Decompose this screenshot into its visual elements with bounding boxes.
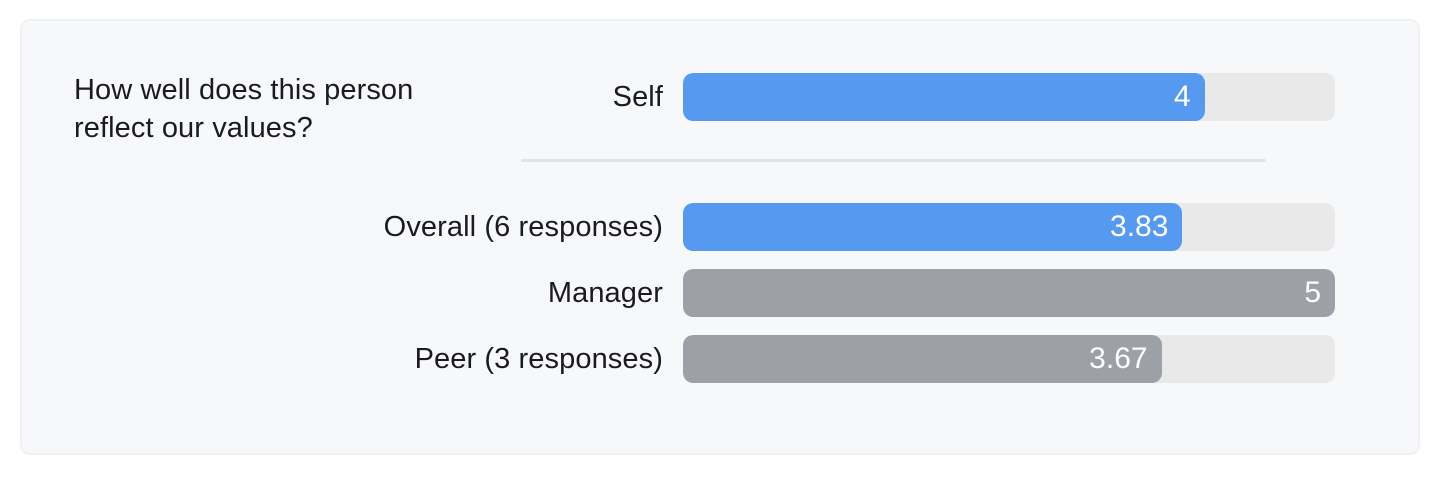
question-text: How well does this person reflect our va… [74, 74, 414, 144]
rating-row: Peer (3 responses) 3.67 [22, 335, 1335, 383]
rating-value: 4 [1173, 80, 1191, 113]
rating-bar-fill: 3.67 [683, 335, 1162, 383]
rating-bar-fill: 3.83 [683, 203, 1183, 251]
rating-row-label: Overall (6 responses) [383, 211, 663, 243]
rating-bar-fill: 5 [683, 269, 1335, 317]
rating-bar-track: 3.67 [683, 335, 1335, 383]
rating-row-label: Self [612, 81, 663, 113]
rating-row: Overall (6 responses) 3.83 [22, 203, 1335, 251]
rating-bar-fill: 4 [683, 73, 1205, 121]
rating-row-label: Manager [547, 277, 663, 309]
rating-value: 3.67 [1089, 342, 1148, 375]
rating-row-label: Peer (3 responses) [414, 343, 663, 375]
rating-bar-track: 4 [683, 73, 1335, 121]
rating-bar-track: 5 [683, 269, 1335, 317]
rating-row: Manager 5 [22, 269, 1335, 317]
rating-row: Self 4 [22, 73, 1335, 121]
rating-value: 5 [1304, 276, 1321, 309]
rating-bar-chart: Self 4 Overall (6 responses) 3.83 Manager 5 Pe… [22, 73, 1335, 383]
question-results-card: How well does this person reflect our va… [20, 19, 1420, 455]
rating-bar-track: 3.83 [683, 203, 1335, 251]
rating-value: 3.83 [1110, 210, 1169, 243]
group-divider [521, 159, 1266, 162]
